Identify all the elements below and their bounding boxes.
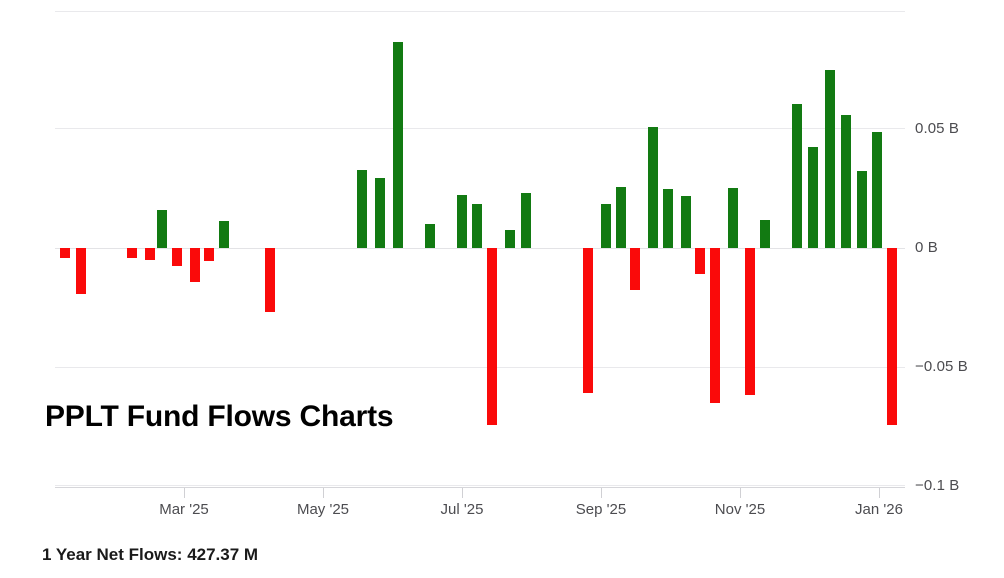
bar-1[interactable] (76, 248, 86, 294)
bar-8[interactable] (219, 221, 229, 248)
bar-11[interactable] (375, 177, 385, 248)
plot-area (55, 11, 905, 487)
gridline-top (55, 11, 905, 12)
bar-27[interactable] (710, 248, 720, 403)
bar-32[interactable] (808, 146, 818, 248)
bar-7[interactable] (204, 248, 214, 261)
bar-29[interactable] (745, 248, 755, 395)
bar-19[interactable] (583, 248, 593, 393)
gridline-zero (55, 248, 905, 249)
bar-2[interactable] (127, 248, 137, 258)
bar-35[interactable] (857, 170, 867, 248)
x-axis: Mar '25 May '25 Jul '25 Sep '25 Nov '25 Jan '… (55, 487, 905, 537)
bar-16[interactable] (487, 248, 497, 425)
bar-6[interactable] (190, 248, 200, 282)
bar-33[interactable] (825, 70, 835, 248)
bar-37[interactable] (887, 248, 897, 425)
bar-15[interactable] (472, 204, 482, 248)
x-axis-label: Jan '26 (855, 501, 903, 518)
x-axis-tick (879, 488, 880, 498)
bar-23[interactable] (648, 127, 658, 248)
bar-17[interactable] (505, 230, 515, 248)
y-axis-label: 0.05 B (915, 120, 959, 137)
x-axis-line (55, 487, 905, 488)
bar-4[interactable] (157, 210, 167, 248)
bar-30[interactable] (760, 220, 770, 248)
gridline-0.05B (55, 128, 905, 129)
x-axis-tick (601, 488, 602, 498)
bar-34[interactable] (841, 115, 851, 248)
bar-31[interactable] (792, 104, 802, 248)
bar-0[interactable] (60, 248, 70, 258)
bar-10[interactable] (357, 169, 367, 248)
x-axis-tick (184, 488, 185, 498)
gridline-minus-0.1B (55, 485, 905, 486)
bar-28[interactable] (728, 187, 738, 248)
bar-14[interactable] (457, 195, 467, 248)
bar-26[interactable] (695, 248, 705, 274)
bar-24[interactable] (663, 188, 673, 248)
page-title: PPLT Fund Flows Charts (45, 400, 394, 433)
x-axis-tick (323, 488, 324, 498)
bar-3[interactable] (145, 248, 155, 260)
bar-25[interactable] (681, 196, 691, 248)
bar-20[interactable] (601, 204, 611, 248)
x-axis-label: Sep '25 (575, 501, 627, 518)
bar-21[interactable] (616, 186, 626, 248)
x-axis-label: Mar '25 (159, 501, 209, 518)
y-axis-label: 0 B (915, 239, 938, 256)
x-axis-label: May '25 (296, 501, 350, 518)
bar-13[interactable] (425, 224, 435, 248)
bar-18[interactable] (521, 192, 531, 248)
gridline-minus-0.05B (55, 367, 905, 368)
y-axis-label: −0.05 B (915, 358, 968, 375)
y-axis-label: −0.1 B (915, 477, 960, 494)
x-axis-label: Jul '25 (440, 501, 484, 518)
bar-5[interactable] (172, 248, 182, 266)
bar-9[interactable] (265, 248, 275, 312)
x-axis-tick (740, 488, 741, 498)
net-flows-summary: 1 Year Net Flows: 427.37 M (42, 545, 259, 564)
bar-36[interactable] (872, 131, 882, 248)
x-axis-label: Nov '25 (714, 501, 766, 518)
bar-22[interactable] (630, 248, 640, 290)
x-axis-tick (462, 488, 463, 498)
bar-12[interactable] (393, 41, 403, 248)
